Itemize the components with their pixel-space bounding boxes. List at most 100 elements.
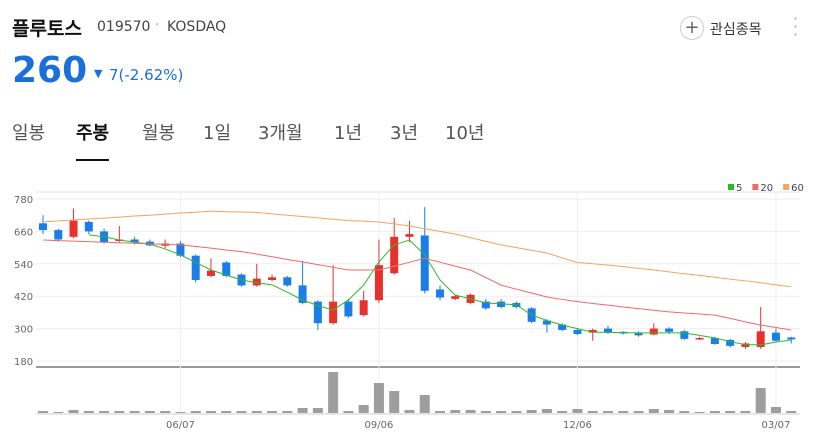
volume-bar bbox=[297, 408, 308, 413]
candle-body bbox=[481, 301, 490, 309]
volume-bar bbox=[694, 412, 705, 413]
volume-bar bbox=[358, 405, 369, 413]
x-tick-label: 06/07 bbox=[166, 420, 195, 431]
volume-bar bbox=[221, 411, 232, 413]
volume-bar bbox=[664, 410, 675, 413]
legend-label: 60 bbox=[791, 183, 804, 194]
volume-bar bbox=[205, 411, 216, 413]
volume-bar bbox=[602, 411, 613, 413]
volume-bar bbox=[343, 411, 354, 413]
volume-bar bbox=[587, 411, 598, 413]
x-tick-label: 03/07 bbox=[762, 420, 791, 431]
tab[interactable]: 3개월 bbox=[258, 123, 303, 144]
ma-line bbox=[88, 234, 792, 346]
candle-body bbox=[573, 329, 582, 334]
add-icon[interactable]: + bbox=[680, 16, 704, 40]
volume-bar bbox=[572, 409, 583, 413]
candle-body bbox=[130, 239, 139, 243]
candle-body bbox=[329, 301, 338, 324]
market: KOSDAQ bbox=[167, 19, 227, 35]
volume-bar bbox=[114, 411, 125, 413]
volume-bar bbox=[648, 409, 659, 413]
volume-bar bbox=[770, 407, 781, 413]
volume-bar bbox=[526, 410, 537, 413]
candle-body bbox=[436, 289, 445, 298]
candle-body bbox=[222, 262, 231, 276]
more-menu[interactable]: · · · bbox=[793, 9, 799, 44]
volume-bar bbox=[312, 408, 323, 413]
separator-dot: · bbox=[155, 17, 160, 33]
tab[interactable]: 일봉 bbox=[12, 123, 46, 144]
volume-bar bbox=[267, 411, 278, 413]
volume-bar bbox=[404, 410, 415, 413]
candle-body bbox=[665, 328, 674, 332]
volume-bar bbox=[68, 410, 79, 413]
x-tick-label: 09/06 bbox=[365, 420, 394, 431]
legend-swatch bbox=[783, 184, 790, 190]
candle-body bbox=[680, 331, 689, 339]
candle-body bbox=[710, 338, 719, 344]
volume-bar bbox=[282, 411, 293, 413]
y-tick-label: 180 bbox=[14, 357, 33, 368]
y-tick-label: 540 bbox=[14, 260, 33, 271]
volume-bar bbox=[144, 411, 155, 413]
volume-bar bbox=[435, 411, 446, 413]
volume-bar bbox=[557, 411, 568, 413]
candle-body bbox=[558, 324, 567, 330]
volume-bar bbox=[373, 383, 384, 413]
volume-bar bbox=[251, 411, 262, 413]
volume-bar bbox=[786, 411, 797, 413]
candle-body bbox=[497, 301, 506, 307]
tab[interactable]: 1일 bbox=[203, 123, 232, 144]
legend-label: 5 bbox=[736, 183, 742, 194]
volume-bar bbox=[38, 411, 48, 413]
candle-body bbox=[206, 270, 215, 276]
candle-body bbox=[84, 221, 93, 232]
candle-body bbox=[405, 234, 414, 237]
candle-body bbox=[69, 220, 78, 237]
volume-bar bbox=[419, 395, 430, 413]
candle-body bbox=[298, 285, 307, 303]
volume-bar bbox=[618, 411, 629, 413]
tab[interactable]: 3년 bbox=[390, 123, 419, 144]
stock-name: 플루토스 bbox=[12, 18, 82, 40]
volume-bar bbox=[53, 412, 64, 413]
tab[interactable]: 10년 bbox=[445, 123, 485, 144]
volume-bar bbox=[633, 411, 644, 413]
volume-bar bbox=[725, 411, 736, 413]
tab[interactable]: 월봉 bbox=[142, 123, 176, 144]
candle-body bbox=[756, 331, 765, 347]
candle-body bbox=[542, 320, 551, 325]
y-tick-label: 780 bbox=[14, 195, 33, 206]
candle-body bbox=[268, 277, 277, 280]
tab[interactable]: 1년 bbox=[334, 123, 363, 144]
candle-body bbox=[359, 300, 368, 316]
candle-body bbox=[313, 301, 322, 324]
volume-bar bbox=[480, 411, 491, 413]
volume-bar bbox=[328, 372, 339, 413]
legend-swatch bbox=[728, 184, 734, 190]
volume-bar bbox=[709, 411, 720, 413]
x-tick-label: 12/06 bbox=[563, 420, 592, 431]
candle-body bbox=[39, 223, 47, 231]
volume-bar bbox=[160, 411, 171, 413]
candle-body bbox=[191, 255, 200, 280]
ma-line bbox=[42, 239, 792, 331]
volume-bar bbox=[755, 388, 766, 413]
volume-bar bbox=[83, 411, 94, 413]
y-tick-label: 300 bbox=[14, 325, 33, 336]
down-arrow: ▼ bbox=[94, 67, 103, 80]
watch-button[interactable]: 관심종목 bbox=[710, 22, 762, 38]
tab[interactable]: 주봉 bbox=[76, 119, 110, 161]
candle-body bbox=[603, 328, 612, 333]
y-tick-label: 420 bbox=[14, 292, 33, 303]
volume-bar bbox=[679, 411, 690, 413]
y-tick-label: 660 bbox=[14, 227, 33, 238]
candle-body bbox=[420, 235, 429, 291]
candle-body bbox=[634, 332, 643, 336]
candle-body bbox=[252, 278, 261, 286]
volume-bar bbox=[129, 411, 140, 413]
stock-code: 019570 bbox=[97, 19, 151, 35]
